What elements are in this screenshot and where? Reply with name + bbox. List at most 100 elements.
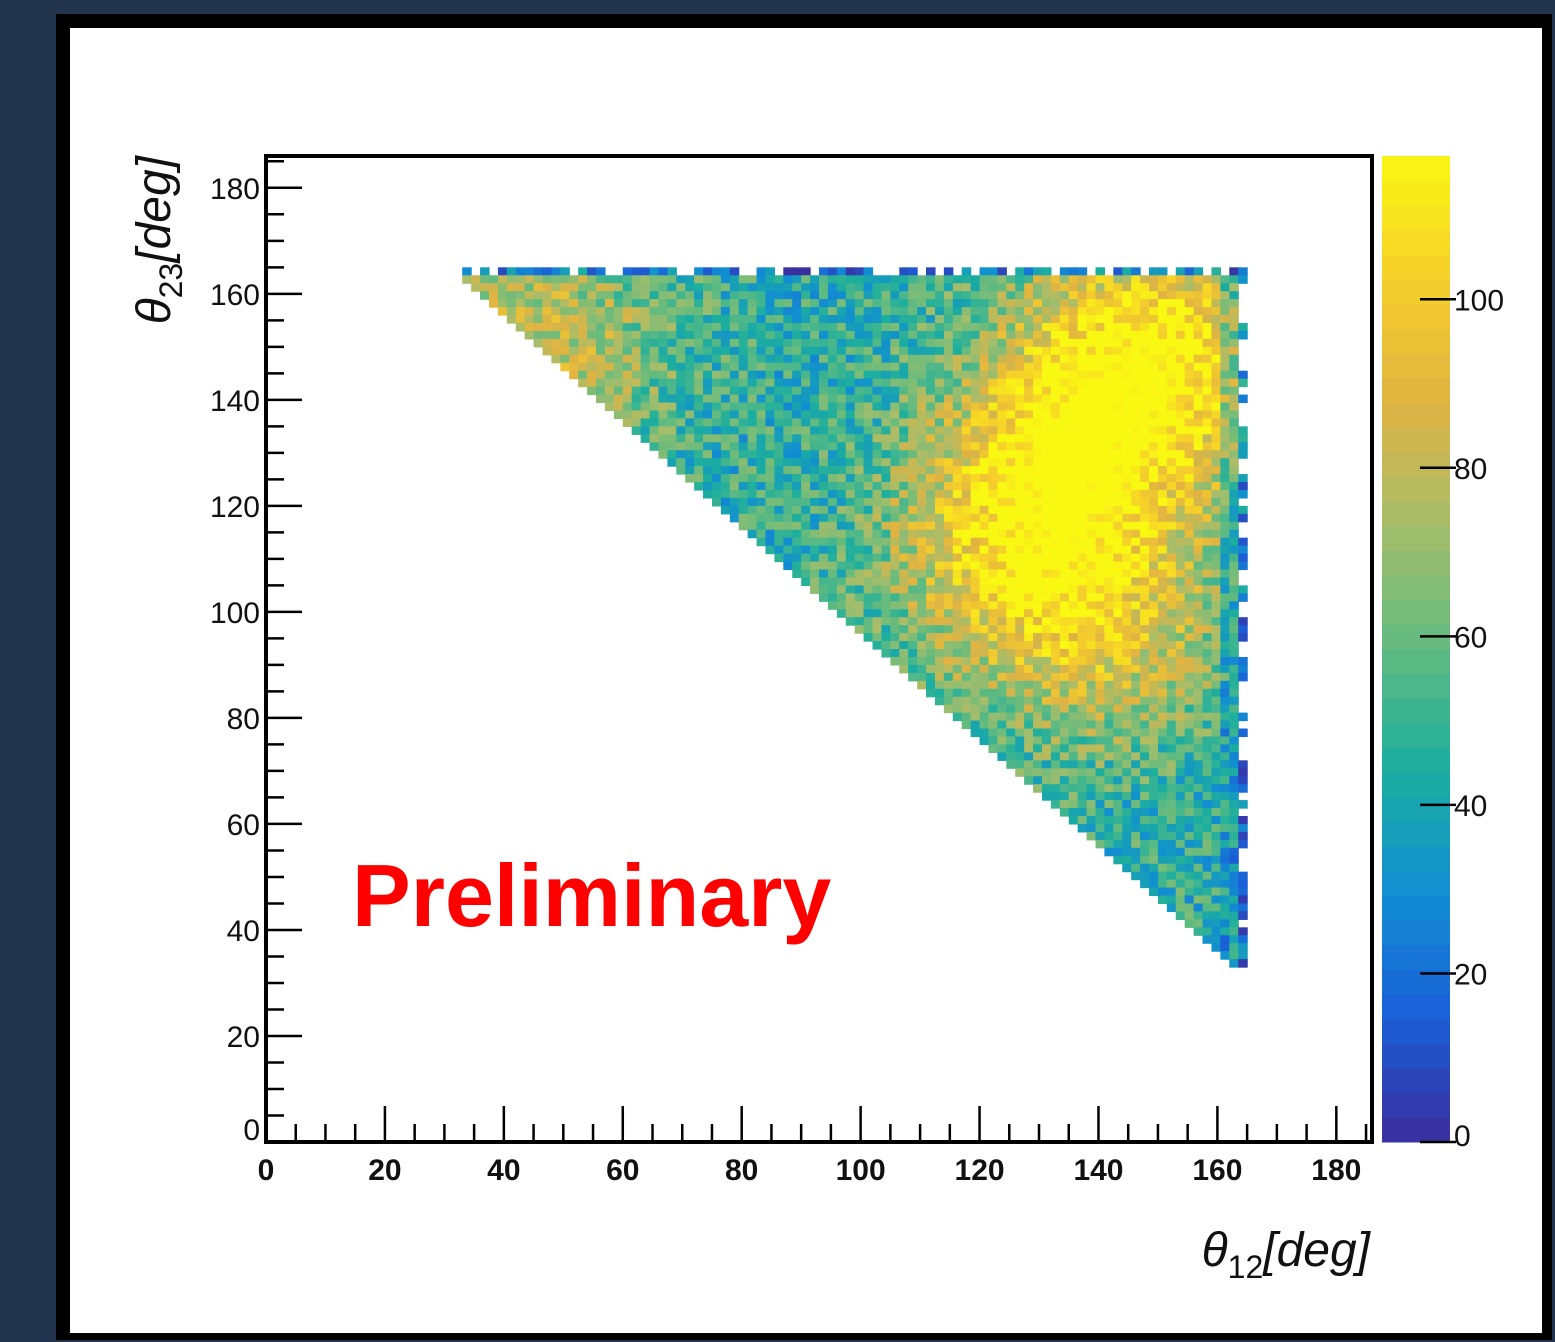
heatmap-bin (1175, 720, 1186, 730)
heatmap-bin (1050, 561, 1061, 571)
heatmap-bin (863, 569, 874, 579)
heatmap-bin (1166, 299, 1177, 308)
heatmap-bin (1229, 959, 1239, 968)
heatmap-bin (908, 394, 918, 404)
heatmap-bin (934, 672, 945, 682)
heatmap-bin (1059, 370, 1070, 380)
heatmap-bin (676, 426, 686, 435)
heatmap-bin (1175, 442, 1186, 451)
heatmap-bin (1024, 601, 1034, 610)
heatmap-bin (1006, 521, 1016, 531)
heatmap-bin (1068, 322, 1079, 332)
colorbar-step (1382, 722, 1450, 749)
heatmap-bin (952, 641, 963, 650)
heatmap-bin (1166, 903, 1177, 912)
heatmap-bin (1131, 521, 1141, 531)
heatmap-bin (1211, 322, 1221, 332)
heatmap-bin (845, 402, 856, 412)
heatmap-bin (1193, 362, 1204, 372)
heatmap-bin (1193, 855, 1204, 865)
heatmap-bin (792, 386, 802, 396)
heatmap-bin (1015, 641, 1025, 650)
heatmap-bin (747, 513, 758, 523)
heatmap-bin (1175, 879, 1186, 889)
heatmap-bin (569, 283, 579, 292)
heatmap-bin (934, 696, 945, 706)
heatmap-bin (1122, 370, 1132, 380)
heatmap-bin (1157, 489, 1168, 499)
heatmap-bin (1184, 418, 1195, 427)
heatmap-bin (1184, 839, 1195, 849)
heatmap-bin (899, 625, 909, 634)
heatmap-bin (1033, 720, 1043, 730)
heatmap-bin (783, 299, 793, 308)
heatmap-bin (1140, 442, 1150, 451)
heatmap-bin (1175, 641, 1186, 650)
heatmap-bin (988, 704, 998, 714)
heatmap-bin (497, 299, 508, 308)
heatmap-bin (1166, 776, 1177, 785)
heatmap-bin (952, 450, 963, 459)
heatmap-bin (1184, 529, 1195, 539)
heatmap-bin (738, 307, 749, 316)
heatmap-bin (1184, 696, 1195, 706)
heatmap-bin (934, 426, 945, 435)
heatmap-bin (952, 283, 963, 292)
heatmap-bin (979, 672, 990, 682)
heatmap-bin (1059, 505, 1070, 515)
heatmap-bin (1077, 322, 1088, 332)
heatmap-bin (988, 728, 998, 738)
heatmap-bin (738, 442, 749, 451)
heatmap-bin (1211, 625, 1221, 634)
heatmap-bin (1184, 712, 1195, 722)
heatmap-bin (863, 418, 874, 427)
heatmap-bin (1157, 609, 1168, 618)
heatmap-bin (1157, 561, 1168, 571)
heatmap-bin (1041, 688, 1052, 698)
heatmap-bin (952, 585, 963, 594)
heatmap-bin (1104, 839, 1114, 849)
colorbar-step (1382, 402, 1450, 428)
heatmap-bin (1211, 704, 1221, 714)
heatmap-bin (1006, 736, 1016, 746)
heatmap-bin (1238, 911, 1248, 920)
heatmap-bin (908, 505, 918, 515)
heatmap-bin (997, 489, 1007, 499)
heatmap-bin (1122, 283, 1132, 292)
heatmap-bin (1113, 688, 1123, 698)
heatmap-bin (756, 354, 767, 364)
heatmap-bin (1006, 696, 1016, 706)
heatmap-bin (810, 283, 820, 292)
heatmap-bin (988, 720, 998, 730)
heatmap-bin (1059, 267, 1070, 276)
heatmap-bin (729, 434, 740, 443)
heatmap-bin (1202, 625, 1213, 634)
heatmap-bin (1077, 497, 1088, 507)
heatmap-bin (899, 370, 909, 380)
heatmap-bin (1211, 497, 1221, 507)
preliminary-annotation: Preliminary (352, 846, 831, 945)
heatmap-bin (810, 394, 820, 404)
heatmap-bin (970, 283, 981, 292)
heatmap-bin (1184, 871, 1195, 881)
heatmap-bin (640, 402, 651, 412)
heatmap-bin (970, 720, 981, 730)
heatmap-bin (1122, 529, 1132, 539)
heatmap-bin (872, 370, 883, 380)
heatmap-bin (738, 474, 749, 483)
heatmap-bin (917, 545, 927, 555)
heatmap-bin (854, 394, 865, 404)
heatmap-bin (1238, 784, 1248, 793)
heatmap-bin (1220, 617, 1230, 626)
heatmap-bin (1229, 577, 1239, 586)
heatmap-bin (801, 513, 811, 523)
heatmap-bin (1238, 959, 1248, 968)
heatmap-bin (1149, 800, 1159, 809)
heatmap-bin (1086, 474, 1097, 483)
heatmap-bin (908, 633, 918, 642)
heatmap-bin (1015, 346, 1025, 356)
heatmap-bin (1122, 720, 1132, 730)
heatmap-bin (1122, 330, 1132, 340)
heatmap-bin (890, 593, 900, 602)
heatmap-bin (908, 601, 918, 610)
